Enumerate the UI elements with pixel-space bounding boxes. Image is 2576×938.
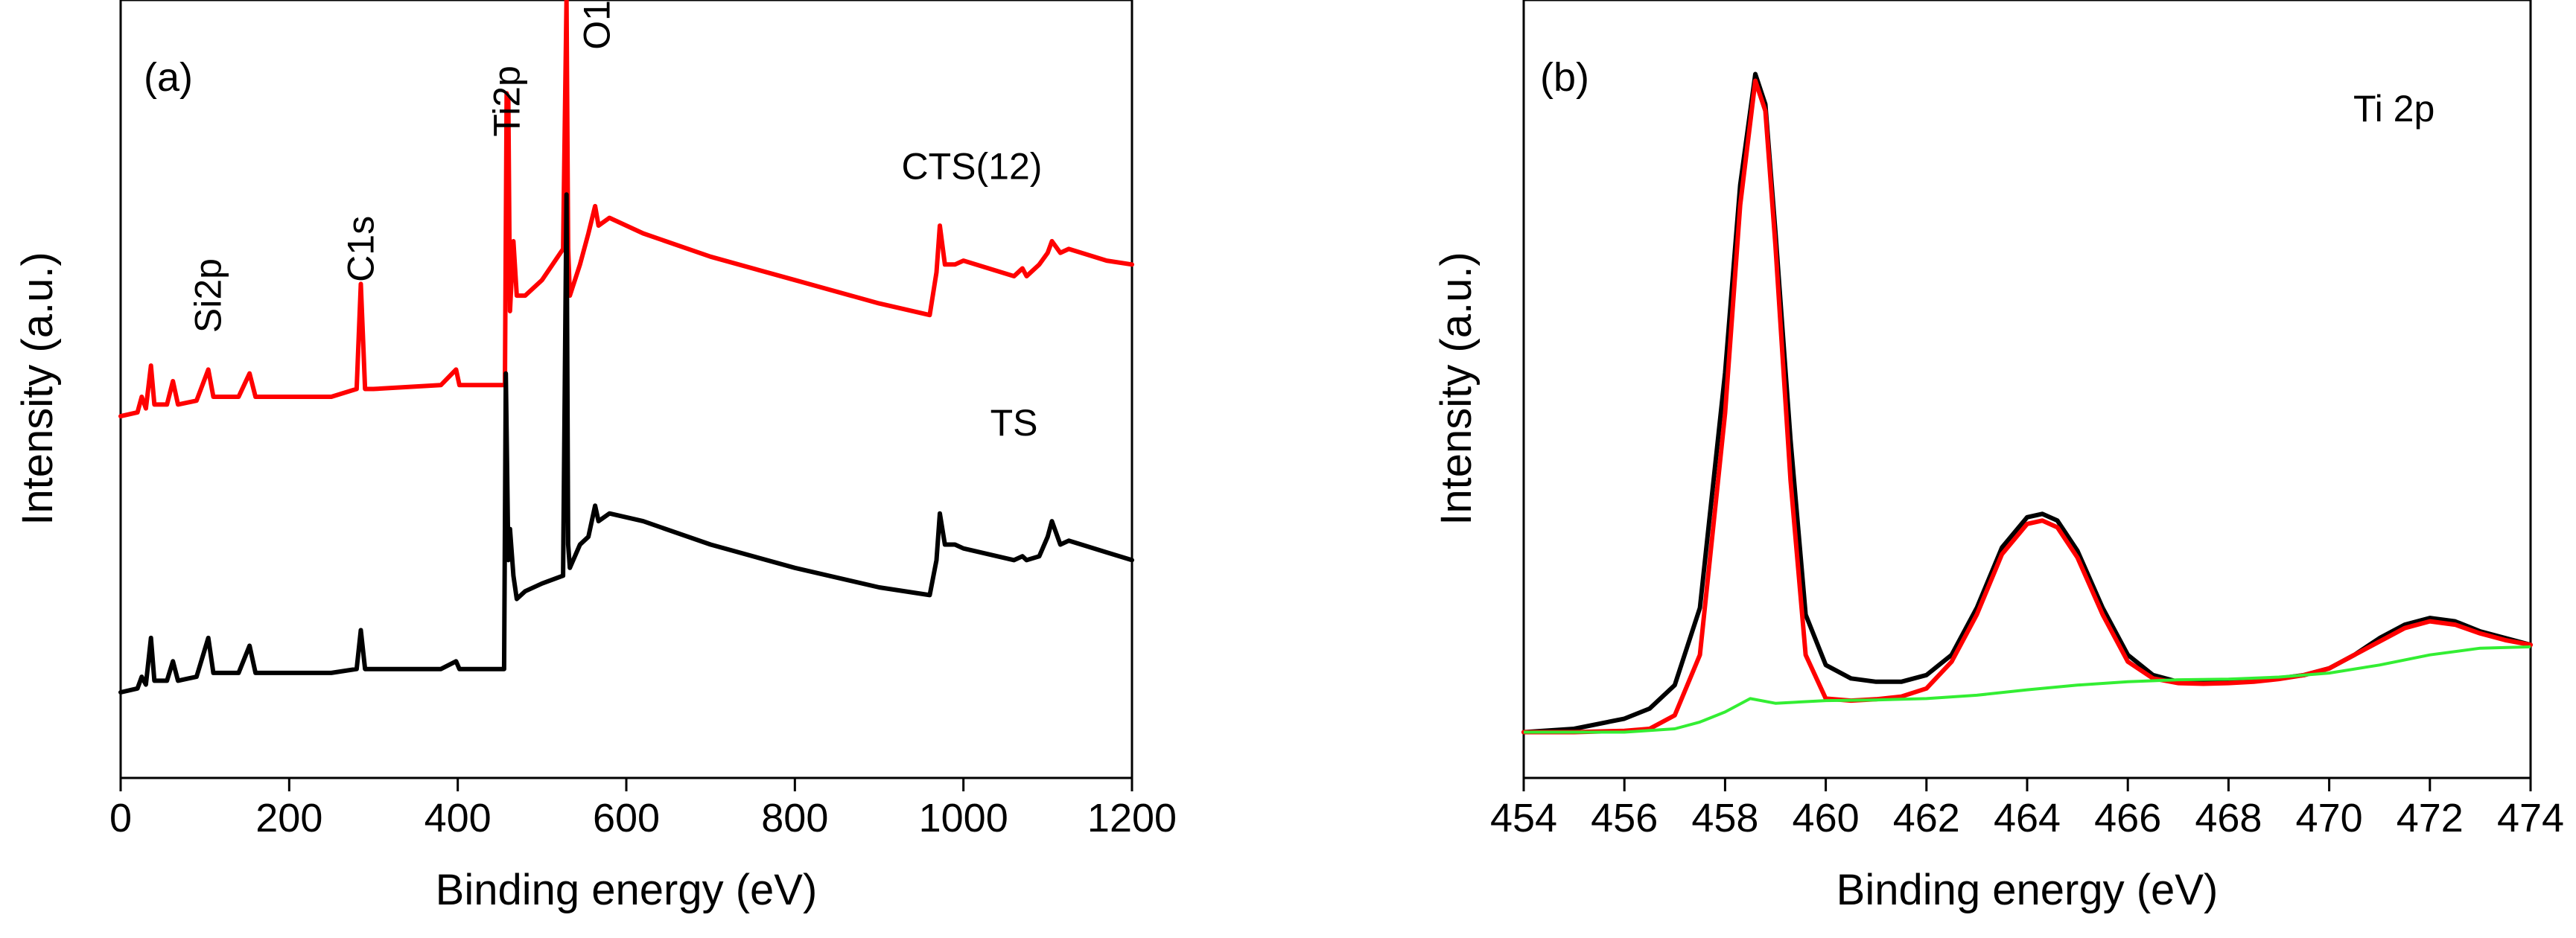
panel-b-x-tick-label-468: 468	[2195, 796, 2262, 840]
panel-b-x-axis-title: Binding energy (eV)	[1836, 866, 2219, 914]
panel-b-x-tick-label-470: 470	[2296, 796, 2363, 840]
panel-a-plot-frame	[119, 0, 1133, 779]
series-label-ts: TS	[990, 402, 1038, 444]
panel-b-series-fitted-curve	[1521, 78, 2533, 735]
panel-b-x-tick-label-456: 456	[1591, 796, 1658, 840]
panel-b-x-tick-label-462: 462	[1893, 796, 1960, 840]
panel-b-series-layer	[1521, 71, 2533, 735]
panel-b-x-tick-label-460: 460	[1793, 796, 1860, 840]
series-label-cts12: CTS(12)	[902, 145, 1043, 187]
peak-label-si2p: Si2p	[188, 258, 229, 333]
panel-b-letter: (b)	[1540, 55, 1589, 100]
panel-b-series-measured-spectrum	[1521, 71, 2533, 735]
panel-b-x-tick-label-472: 472	[2397, 796, 2464, 840]
panel-b-x-tick-label-458: 458	[1691, 796, 1758, 840]
panel-b-x-tick-label-464: 464	[1994, 796, 2061, 840]
panel-b-x-ticks: 454 456 458 460 462 464 466 468 470 472 474	[1490, 778, 2564, 840]
panel-a-peak-labels: Si2p C1s Ti2p O1s	[188, 0, 618, 333]
peak-label-ti2p: Ti2p	[486, 66, 527, 136]
panel-a-x-tick-label-1200: 1200	[1087, 796, 1177, 840]
panel-a-x-tick-label-400: 400	[424, 796, 492, 840]
panel-a-survey-spectra: 0 200 400 600 800 1000 1200 Si2p C1s Ti2p O1s (a)…	[13, 0, 1177, 914]
panel-b-ti2p-spectrum: 454 456 458 460 462 464 466 468 470 472 474 (b) Ti…	[1432, 0, 2564, 914]
panel-a-letter: (a)	[144, 55, 193, 100]
panel-b-x-tick-label-474: 474	[2497, 796, 2564, 840]
panel-b-y-axis-title: Intensity (a.u.)	[1432, 252, 1481, 525]
panel-a-x-ticks: 0 200 400 600 800 1000 1200	[109, 778, 1177, 840]
panel-a-series-ts	[118, 192, 1134, 695]
panel-a-x-tick-label-600: 600	[593, 796, 660, 840]
peak-label-c1s: C1s	[340, 216, 382, 282]
peak-label-o1s: O1s	[576, 0, 617, 50]
panel-a-x-tick-label-1000: 1000	[919, 796, 1008, 840]
panel-a-series-cts-12	[118, 0, 1134, 419]
panel-b-title-ti2p: Ti 2p	[2353, 88, 2435, 130]
panel-b-x-tick-label-454: 454	[1490, 796, 1557, 840]
panel-a-x-tick-label-0: 0	[109, 796, 132, 840]
panel-a-x-tick-label-800: 800	[761, 796, 828, 840]
panel-b-x-tick-label-466: 466	[2094, 796, 2161, 840]
panel-a-series-layer	[118, 0, 1134, 695]
panel-a-x-tick-label-200: 200	[255, 796, 322, 840]
panel-a-y-axis-title: Intensity (a.u.)	[13, 252, 62, 525]
panel-a-x-axis-title: Binding energy (eV)	[436, 866, 818, 914]
panel-b-series-background	[1524, 645, 2531, 734]
